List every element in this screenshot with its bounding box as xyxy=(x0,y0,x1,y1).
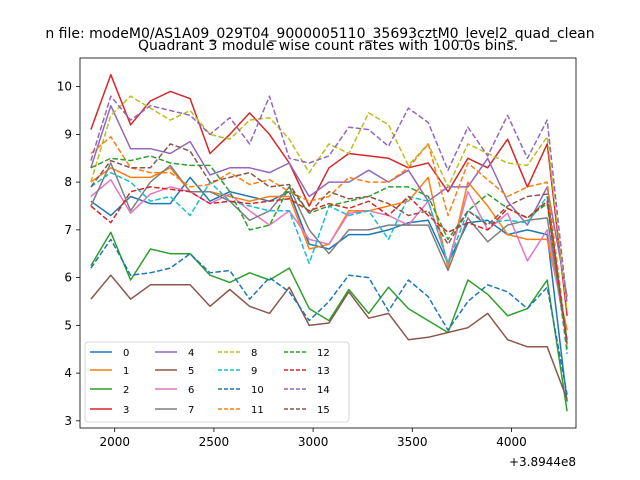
legend-label-14: 14 xyxy=(317,385,330,396)
legend-label-5: 5 xyxy=(188,366,194,377)
y-tick-label: 7 xyxy=(64,223,72,237)
figure-suptitle: n file: modeM0/AS1A09_029T04_9000005110_… xyxy=(45,26,594,42)
series-line-0 xyxy=(90,176,568,402)
series-line-14 xyxy=(90,95,568,304)
legend-label-12: 12 xyxy=(317,348,330,359)
legend-label-11: 11 xyxy=(251,405,264,416)
legend-label-6: 6 xyxy=(188,385,194,396)
series-line-10 xyxy=(90,238,568,395)
legend-label-15: 15 xyxy=(317,405,330,416)
series-line-3 xyxy=(90,73,568,316)
chart-title: Quadrant 3 module wise count rates with … xyxy=(138,38,518,54)
y-tick-label: 3 xyxy=(64,414,72,428)
x-axis-offset-label: +3.8944e8 xyxy=(509,455,576,469)
y-axis: 3 4 5 6 7 8 9 10 xyxy=(57,80,80,428)
y-tick-label: 6 xyxy=(64,271,72,285)
series-layer xyxy=(90,73,568,412)
x-tick-label: 3000 xyxy=(298,435,329,449)
y-tick-label: 10 xyxy=(57,80,72,94)
legend-label-0: 0 xyxy=(123,348,129,359)
legend-label-1: 1 xyxy=(123,366,129,377)
legend-label-13: 13 xyxy=(317,366,330,377)
series-line-13 xyxy=(90,186,568,343)
legend-label-10: 10 xyxy=(251,385,264,396)
y-tick-label: 8 xyxy=(64,175,72,189)
series-line-5 xyxy=(90,274,568,400)
legend-label-7: 7 xyxy=(188,405,194,416)
legend-label-4: 4 xyxy=(188,348,194,359)
y-tick-label: 4 xyxy=(64,366,72,380)
x-tick-label: 2500 xyxy=(199,435,230,449)
x-tick-label: 3500 xyxy=(397,435,428,449)
series-line-7 xyxy=(90,162,568,340)
legend-label-3: 3 xyxy=(123,405,129,416)
legend-label-2: 2 xyxy=(123,385,129,396)
series-line-8 xyxy=(90,95,568,312)
series-line-4 xyxy=(90,104,568,297)
axes-frame xyxy=(79,57,577,429)
x-tick-label: 2000 xyxy=(99,435,130,449)
legend-frame xyxy=(84,341,350,423)
legend-label-9: 9 xyxy=(251,366,257,377)
x-axis: 2000 2500 3000 3500 4000 xyxy=(99,428,527,449)
y-tick-label: 9 xyxy=(64,127,72,141)
y-tick-label: 5 xyxy=(64,318,72,332)
series-line-2 xyxy=(90,231,568,412)
series-line-15 xyxy=(90,143,568,345)
series-line-11 xyxy=(90,136,568,345)
series-line-12 xyxy=(90,155,568,350)
legend-label-8: 8 xyxy=(251,348,257,359)
x-tick-label: 4000 xyxy=(496,435,527,449)
